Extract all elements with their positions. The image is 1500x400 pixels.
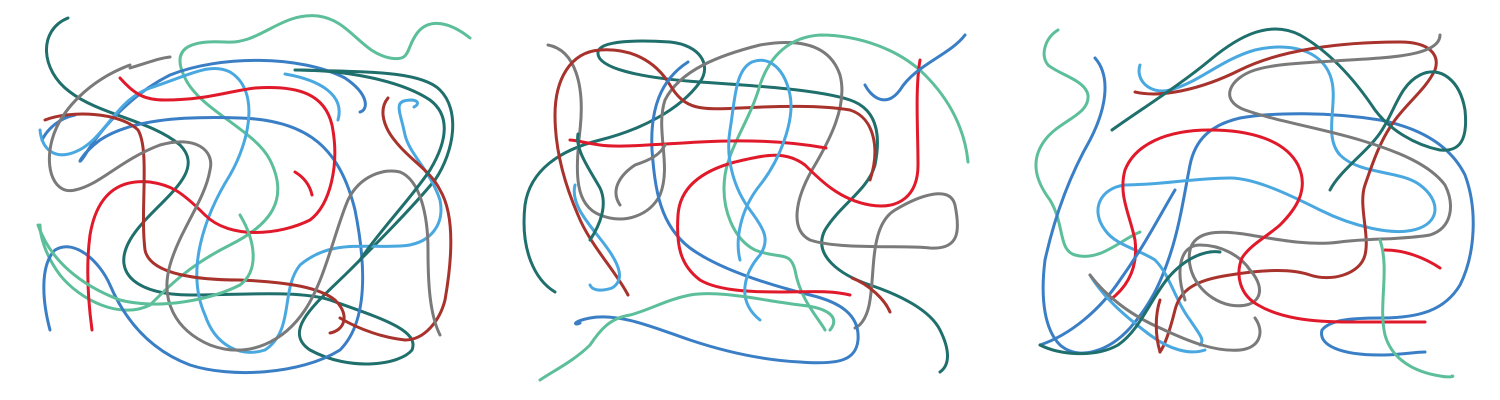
dark-red-strand-2 [338, 96, 453, 342]
sky-blue-strand-1 [572, 183, 621, 292]
red-strand-2 [1383, 248, 1442, 270]
red-strand-1 [568, 138, 828, 150]
steel-blue-strand-2 [40, 113, 77, 142]
gray-strand-2 [128, 55, 172, 70]
dark-red-strand-1 [553, 48, 877, 297]
mint-strand-1 [38, 14, 472, 312]
red-strand-2 [676, 58, 922, 297]
steel-blue-strand-1 [1041, 56, 1475, 357]
sky-blue-strand-2 [1088, 273, 1207, 354]
steel-blue-strand-2 [863, 33, 967, 102]
gray-strand-2 [614, 143, 667, 207]
teal-strand-1 [1110, 27, 1468, 192]
red-strand-2 [293, 170, 314, 197]
gray-strand-1 [1178, 33, 1452, 308]
dark-red-strand-2 [850, 276, 892, 314]
sky-blue-strand-2 [283, 72, 341, 122]
steel-blue-strand-2 [1038, 188, 1177, 347]
red-strand-1 [1108, 128, 1427, 324]
dark-red-strand-1 [43, 112, 346, 335]
gray-strand-1 [546, 41, 959, 330]
teal-strand-2 [1038, 250, 1222, 356]
panel-middle [522, 33, 970, 382]
steel-blue-strand-1 [574, 60, 860, 365]
sky-blue-strand-2 [727, 58, 793, 322]
gray-strand-1 [47, 63, 442, 352]
dark-red-strand-1 [1133, 40, 1438, 354]
mint-strand-2 [538, 292, 836, 382]
steel-blue-strand-1 [42, 58, 367, 375]
red-strand-1 [86, 76, 337, 332]
panel-right [1034, 27, 1475, 379]
gray-strand-2 [1088, 273, 1262, 352]
teal-strand-2 [576, 132, 605, 242]
dark-red-strand-2 [1154, 298, 1162, 354]
mint-strand-1 [1034, 28, 1142, 258]
mint-strand-1 [722, 33, 970, 332]
panel-left [36, 14, 472, 375]
mint-strand-2 [36, 213, 255, 306]
sky-blue-strand-1 [38, 67, 443, 354]
teal-strand-1 [45, 16, 455, 366]
teal-strand-2 [293, 68, 446, 262]
mint-strand-2 [1378, 238, 1455, 379]
